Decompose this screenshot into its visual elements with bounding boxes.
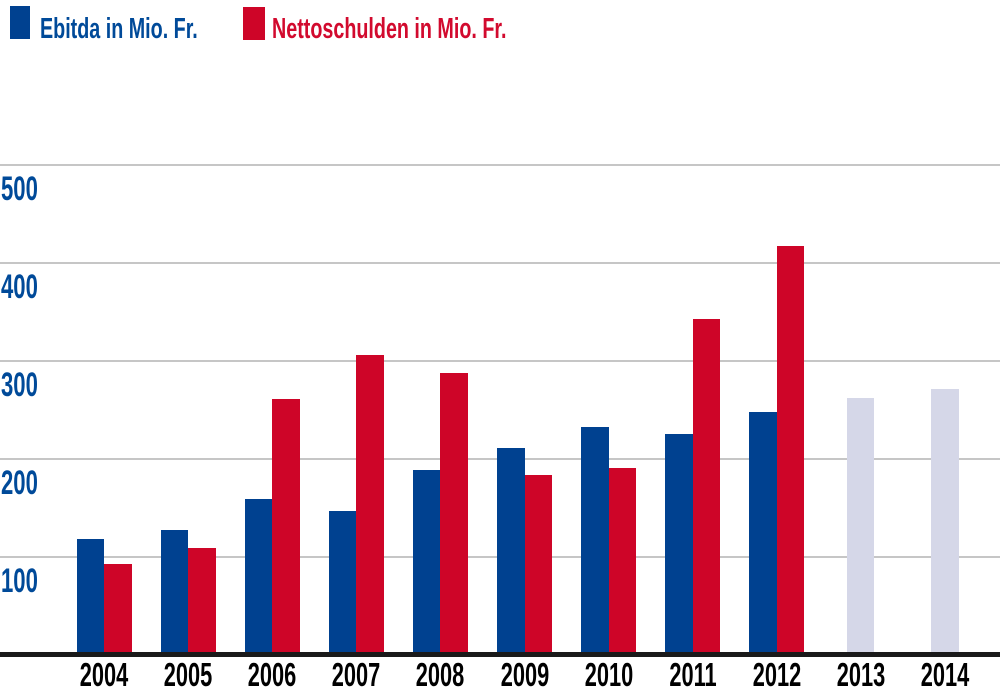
bar-ebitda-2009 (497, 448, 525, 657)
bar-ebitda-2005 (160, 530, 189, 657)
y-tick-label-300: 300 (1, 365, 38, 404)
bar-nettoschulden-2011 (692, 318, 721, 657)
bar-nettoschulden-2008 (440, 373, 468, 657)
x-tick-label-2009: 2009 (500, 656, 549, 687)
y-tick-label-500: 500 (1, 169, 38, 208)
bar-nettoschulden-2006 (272, 398, 300, 657)
bar-forecast-2013 (846, 397, 875, 657)
x-tick-label-2010: 2010 (584, 656, 633, 687)
bar-nettoschulden-2009 (524, 475, 552, 657)
bar-ebitda-2008 (412, 469, 441, 657)
y-tick-label-100: 100 (1, 561, 38, 600)
bar-ebitda-2011 (665, 434, 693, 657)
bar-ebitda-2007 (328, 510, 357, 657)
y-tick-label-400: 400 (1, 267, 38, 306)
legend-label-ebitda: Ebitda in Mio. Fr. (40, 13, 198, 45)
bar-ebitda-2010 (581, 427, 609, 657)
legend-swatch-nettoschulden (243, 7, 265, 40)
x-tick-label-2005: 2005 (164, 656, 213, 687)
bar-ebitda-2012 (749, 411, 777, 657)
x-tick-label-2004: 2004 (79, 656, 129, 687)
x-tick-label-2011: 2011 (668, 656, 717, 687)
bar-nettoschulden-2005 (188, 548, 216, 657)
bar-nettoschulden-2004 (104, 563, 132, 657)
bar-ebitda-2006 (244, 499, 273, 657)
bar-nettoschulden-2010 (608, 467, 637, 657)
x-tick-label-2006: 2006 (248, 656, 297, 687)
x-axis-line (0, 652, 1000, 657)
gridline-300 (0, 359, 1000, 362)
x-tick-label-2007: 2007 (332, 656, 381, 687)
x-tick-label-2008: 2008 (416, 656, 465, 687)
x-tick-label-2014: 2014 (920, 656, 970, 687)
gridline-400 (0, 261, 1000, 264)
bar-nettoschulden-2007 (356, 354, 384, 657)
bar-ebitda-2004 (76, 539, 105, 657)
legend-swatch-ebitda (10, 6, 30, 39)
legend-label-nettoschulden: Nettoschulden in Mio. Fr. (272, 13, 507, 45)
x-tick-label-2012: 2012 (752, 656, 801, 687)
x-tick-label-2013: 2013 (836, 656, 885, 687)
bar-nettoschulden-2012 (776, 245, 805, 657)
gridline-500 (0, 163, 1000, 166)
bar-forecast-2014 (931, 389, 959, 657)
y-tick-label-200: 200 (1, 463, 38, 502)
